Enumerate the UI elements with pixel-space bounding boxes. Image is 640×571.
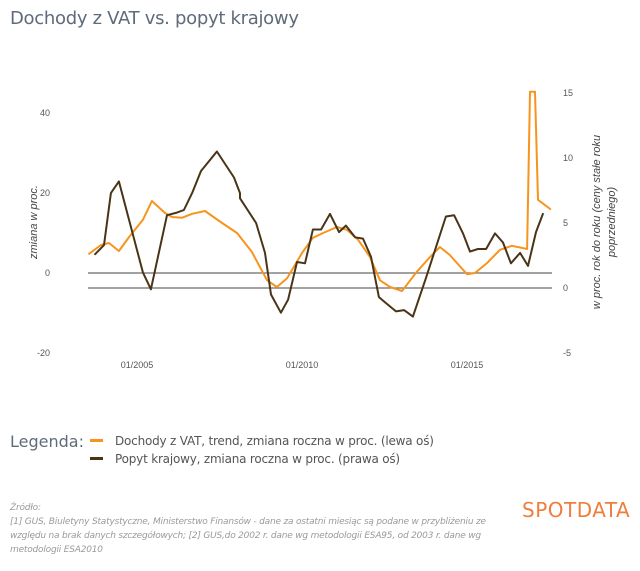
legend-label-demand: Popyt krajowy, zmiana roczna w proc. (pr… [115,452,400,466]
right-tick-label: 15 [563,88,573,98]
right-axis-title-line2: poprzedniego) [606,187,618,259]
source-text: [1] GUS, Biuletyny Statystyczne, Ministe… [10,517,486,555]
left-tick-label: 40 [40,108,50,118]
source-heading: Źródło: [10,503,41,513]
left-axis-ticks: -20 0 20 40 [37,108,50,358]
right-tick-label: 5 [563,218,568,228]
left-axis-title: zmiana w proc. [28,185,40,260]
left-tick-label: 0 [45,268,50,278]
right-axis-ticks: -5 0 5 10 15 [563,88,573,358]
spotdata-logo: SPOTDATA [522,498,631,522]
right-tick-label: -5 [563,348,571,358]
reference-lines [88,272,552,289]
source-note: Źródło: [1] GUS, Biuletyny Statystyczne,… [10,501,500,557]
x-tick-label: 01/2015 [451,360,484,370]
right-tick-label: 10 [563,153,573,163]
chart-title: Dochody z VAT vs. popyt krajowy [10,8,299,29]
legend-item-demand: Popyt krajowy, zmiana roczna w proc. (pr… [90,452,400,466]
series-line-vat [88,90,552,292]
series-lines [88,90,552,318]
left-tick-label: 20 [40,188,50,198]
legend-swatch-vat [90,439,103,442]
legend-item-vat: Dochody z VAT, trend, zmiana roczna w pr… [90,434,434,448]
x-axis-ticks: 01/2005 01/2010 01/2015 [121,360,484,370]
x-tick-label: 01/2010 [286,360,319,370]
right-axis-title-line1: w proc. rok do roku (ceny stałe roku [591,135,603,309]
legend-label-vat: Dochody z VAT, trend, zmiana roczna w pr… [115,434,434,448]
x-tick-label: 01/2005 [121,360,154,370]
legend-swatch-demand [90,457,103,460]
legend-heading: Legenda: [10,432,84,451]
right-tick-label: 0 [563,283,568,293]
left-tick-label: -20 [37,348,50,358]
